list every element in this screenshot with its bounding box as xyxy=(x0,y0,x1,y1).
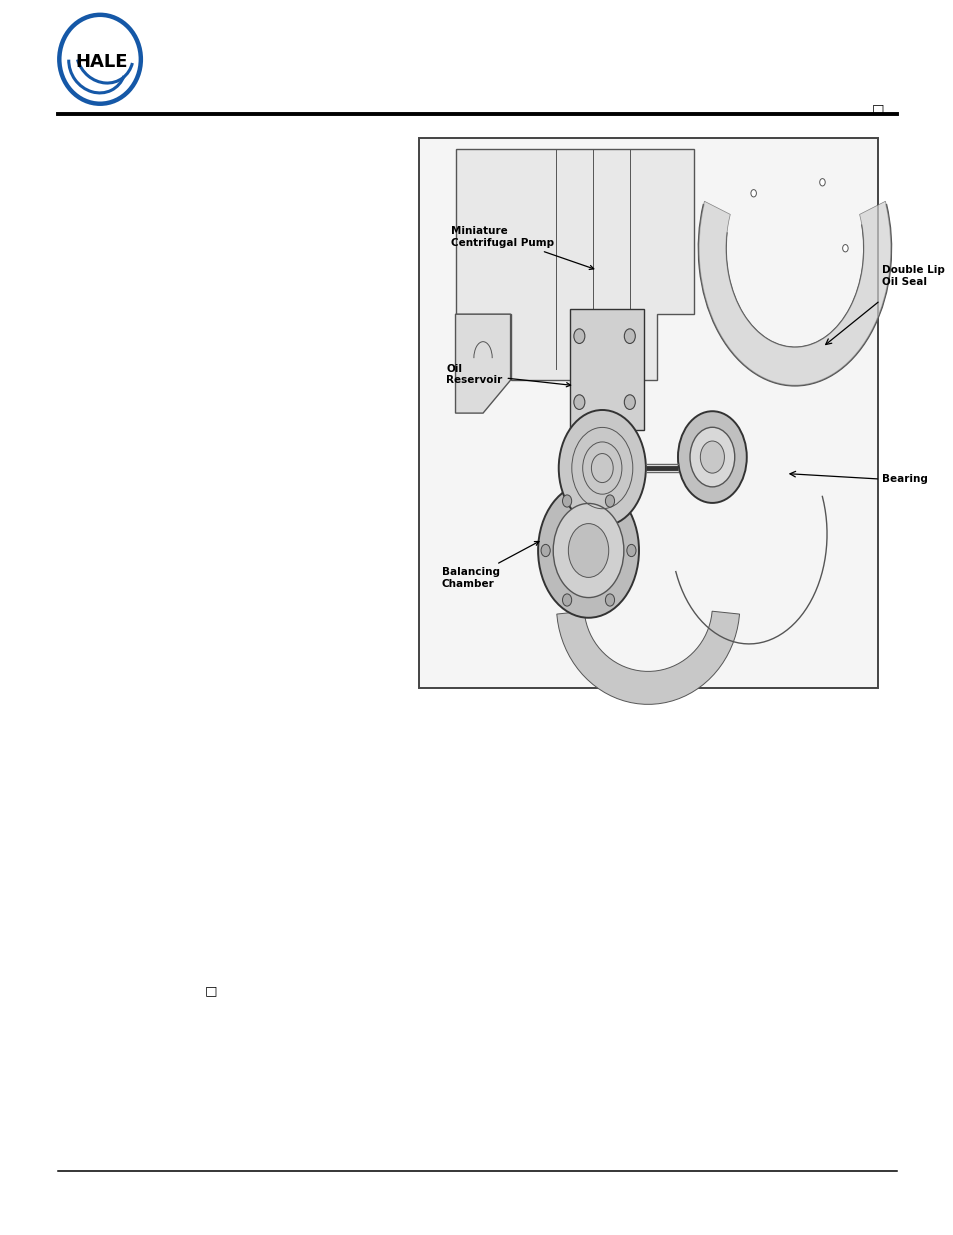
Bar xyxy=(418,138,877,688)
Polygon shape xyxy=(455,314,510,414)
Text: Miniature
Centrifugal Pump: Miniature Centrifugal Pump xyxy=(451,226,593,269)
Circle shape xyxy=(562,594,571,606)
Polygon shape xyxy=(698,201,890,385)
Circle shape xyxy=(605,495,614,508)
Circle shape xyxy=(623,329,635,343)
Circle shape xyxy=(558,410,645,526)
Circle shape xyxy=(605,594,614,606)
Circle shape xyxy=(568,524,608,578)
Circle shape xyxy=(623,395,635,410)
Circle shape xyxy=(678,411,746,503)
Text: Bearing: Bearing xyxy=(882,474,927,484)
Text: Double Lip
Oil Seal: Double Lip Oil Seal xyxy=(882,266,944,287)
Text: HALE: HALE xyxy=(75,53,128,70)
Bar xyxy=(570,309,643,430)
Circle shape xyxy=(750,190,756,196)
Polygon shape xyxy=(557,611,739,704)
Text: □: □ xyxy=(870,103,882,115)
Polygon shape xyxy=(455,149,693,380)
Circle shape xyxy=(841,245,847,252)
Text: Balancing
Chamber: Balancing Chamber xyxy=(441,541,538,589)
Circle shape xyxy=(537,483,639,618)
Circle shape xyxy=(626,545,636,557)
Circle shape xyxy=(553,504,623,598)
Circle shape xyxy=(700,441,723,473)
Circle shape xyxy=(689,427,734,487)
Circle shape xyxy=(819,179,824,186)
Text: □: □ xyxy=(205,984,217,997)
Circle shape xyxy=(540,545,550,557)
Circle shape xyxy=(574,329,584,343)
Circle shape xyxy=(574,395,584,410)
Text: Oil
Reservoir: Oil Reservoir xyxy=(446,364,570,387)
Circle shape xyxy=(562,495,571,508)
